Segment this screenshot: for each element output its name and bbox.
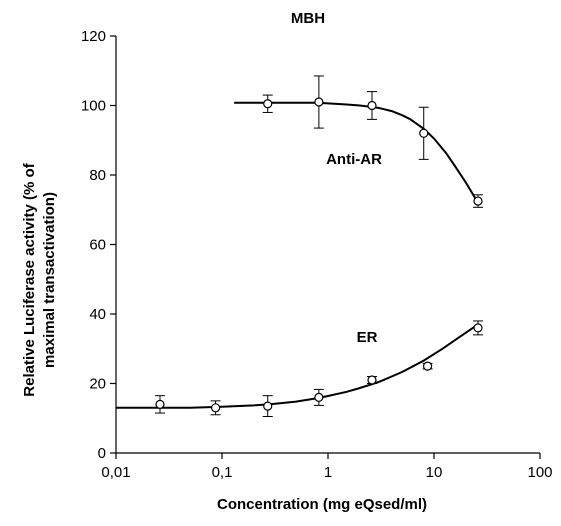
data-point — [473, 196, 483, 206]
x-tick-label: 10 — [426, 464, 443, 481]
data-point — [473, 323, 483, 333]
series-layer — [116, 75, 483, 418]
y-tick-label: 40 — [89, 306, 106, 323]
x-tick-label: 1 — [324, 464, 332, 481]
series-label-er: ER — [357, 329, 378, 346]
data-point — [367, 375, 377, 385]
y-tick-label: 120 — [81, 28, 106, 45]
y-tick-label: 20 — [89, 376, 106, 393]
series-anti-ar — [234, 75, 483, 208]
y-tick-label: 0 — [98, 445, 106, 462]
y-tick-label: 100 — [81, 98, 106, 115]
y-axis-title-line2: maximal transactivation) — [41, 192, 58, 368]
y-tick-label: 60 — [89, 237, 106, 254]
fit-curve — [234, 101, 479, 204]
data-point — [314, 392, 324, 402]
data-point — [419, 128, 429, 138]
data-point — [422, 361, 433, 371]
x-tick-label: 100 — [527, 464, 552, 481]
y-ticks: 0 20 40 60 80 100 120 — [81, 28, 116, 462]
axes — [115, 36, 540, 454]
data-point — [263, 99, 273, 109]
series-label-anti-ar: Anti-AR — [326, 151, 382, 168]
data-point — [263, 401, 273, 411]
data-point — [314, 97, 324, 107]
x-axis-title: Concentration (mg eQsed/ml) — [217, 496, 427, 513]
y-axis-title: Relative Luciferase activity (% of maxim… — [21, 162, 58, 396]
y-axis-title-line1: Relative Luciferase activity (% of — [21, 162, 38, 396]
data-point — [210, 403, 221, 413]
data-point — [367, 100, 377, 111]
data-point — [155, 399, 165, 409]
x-ticks: 0,01 0,1 1 10 100 — [101, 453, 553, 481]
chart-title: MBH — [291, 10, 325, 27]
y-tick-label: 80 — [89, 167, 106, 184]
x-tick-label: 0,01 — [101, 464, 130, 481]
series-er — [116, 320, 483, 418]
x-tick-label: 0,1 — [212, 464, 233, 481]
